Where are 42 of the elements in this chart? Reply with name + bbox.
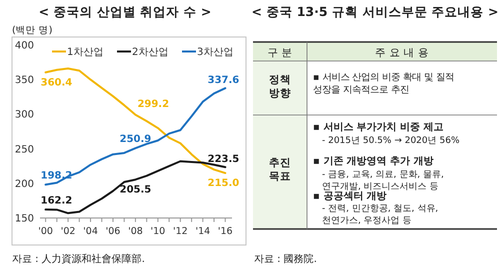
text: - 전력, 민간항공, 철도, 석유, 천연가스, 우정사업 등	[322, 204, 438, 226]
chart-title: < 중국의 산업별 취업자 수 >	[38, 4, 212, 19]
x-tick-label: '14	[195, 226, 210, 237]
text: 구 분	[267, 47, 293, 59]
text: ▪ 공공섹터 개방	[313, 191, 387, 202]
data-label: 223.5	[208, 154, 240, 166]
y-tick-label: 250	[14, 144, 34, 156]
data-label: 299.2	[137, 98, 170, 110]
text: ▪ 서비스 산업의 비중 확대 및 질적 성장을 지속적으로 추진	[313, 72, 454, 96]
text: 정책 방향	[269, 74, 291, 100]
text: - 2015년 50.5% → 2020년 56%	[322, 136, 460, 146]
x-tick-label: '08	[128, 226, 143, 237]
text: < 중국 13·5 규획 서비스부문 주요내용 >	[252, 4, 498, 19]
legend-label: 2차산업	[132, 47, 168, 58]
text: 자료 : 人力資源和社會保障部.	[12, 253, 145, 265]
x-tick-label: '06	[106, 226, 120, 237]
x-tick-label: '00	[38, 226, 53, 237]
legend-label: 1차산업	[67, 47, 104, 58]
text: ▪ 서비스 부가가치 비중 제고	[313, 122, 444, 133]
data-label: 360.4	[40, 77, 72, 88]
x-tick-label: '16	[218, 226, 233, 237]
data-label: 162.2	[40, 196, 72, 207]
data-label: 337.6	[208, 75, 240, 86]
text: 자료 : 國務院.	[254, 253, 317, 265]
y-tick-label: 400	[14, 40, 34, 52]
x-tick-label: '12	[173, 226, 188, 237]
x-tick-label: '02	[60, 226, 76, 237]
y-tick-label: 150	[14, 214, 34, 224]
text: ▪ 기존 개방영역 추가 개방	[313, 156, 434, 167]
x-tick-label: '10	[150, 226, 166, 237]
data-label: 215.0	[208, 178, 240, 190]
data-label: 250.9	[120, 134, 152, 146]
y-tick-label: 350	[14, 75, 34, 86]
x-tick-label: '04	[83, 226, 98, 237]
text: 주 요 내 용	[374, 47, 430, 59]
text: - 금융, 교육, 의료, 문화, 물류, 연구개발, 비즈니스서비스 등	[322, 170, 444, 192]
data-label: 205.5	[120, 184, 152, 196]
y-tick-label: 200	[14, 178, 34, 190]
y-tick-label: 300	[14, 110, 34, 121]
text: 추진 목표	[269, 157, 291, 182]
y-axis-title: (백만 명)	[12, 25, 52, 36]
legend-label: 3차산업	[197, 47, 234, 58]
